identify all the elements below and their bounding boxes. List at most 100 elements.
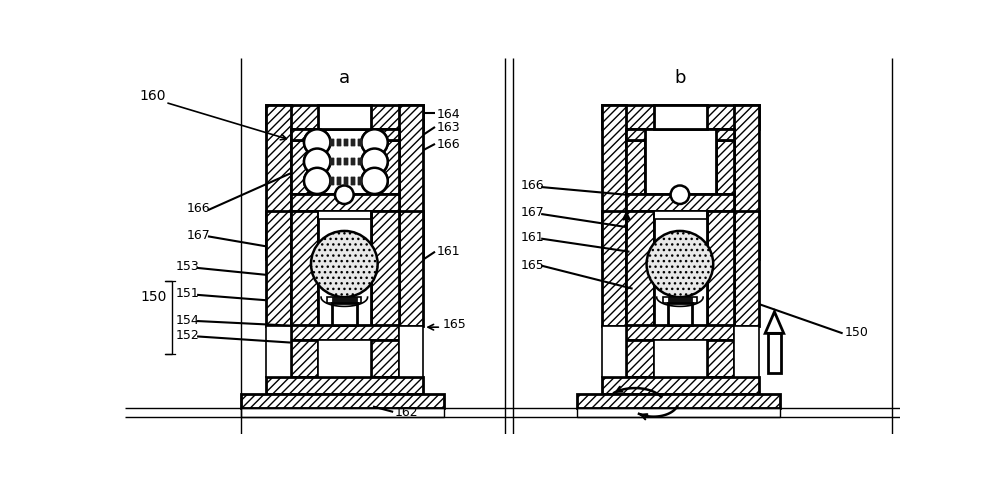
Text: 161: 161	[520, 230, 544, 244]
Bar	[344, 178, 348, 185]
Text: a: a	[339, 69, 350, 87]
Text: 154: 154	[175, 313, 199, 326]
Text: 153: 153	[175, 260, 199, 272]
Circle shape	[304, 149, 330, 175]
Bar	[371, 341, 399, 377]
Text: 164: 164	[437, 107, 460, 121]
Text: 163: 163	[437, 121, 460, 134]
Bar	[351, 178, 355, 185]
Circle shape	[361, 130, 388, 156]
Bar	[318, 106, 371, 129]
Bar	[645, 129, 716, 195]
Bar	[399, 106, 423, 260]
Bar	[734, 327, 759, 377]
Bar	[344, 159, 348, 166]
Bar	[707, 341, 734, 377]
Bar	[654, 211, 707, 327]
Bar	[734, 106, 759, 260]
Bar	[577, 408, 780, 417]
Circle shape	[647, 231, 713, 298]
Bar	[358, 139, 362, 147]
Bar	[291, 325, 399, 341]
Circle shape	[304, 130, 330, 156]
Bar	[266, 327, 291, 377]
Bar	[241, 408, 444, 417]
Text: 162: 162	[395, 406, 418, 419]
Circle shape	[304, 149, 330, 175]
Circle shape	[335, 186, 354, 204]
Bar	[337, 139, 341, 147]
Bar	[358, 139, 362, 147]
Bar	[318, 211, 371, 327]
Bar	[344, 159, 348, 166]
Bar	[337, 178, 341, 185]
Text: 166: 166	[187, 202, 211, 215]
Circle shape	[304, 130, 330, 156]
Bar	[358, 159, 362, 166]
Bar	[371, 211, 399, 327]
Circle shape	[361, 149, 388, 175]
Bar	[337, 159, 341, 166]
Bar	[716, 141, 734, 195]
Bar	[358, 159, 362, 166]
Bar	[291, 341, 318, 377]
Bar	[344, 139, 348, 147]
Text: 150: 150	[140, 290, 167, 304]
Bar	[266, 377, 423, 394]
Bar	[654, 341, 707, 377]
Bar	[351, 139, 355, 147]
Bar	[344, 178, 348, 185]
Bar	[399, 211, 423, 327]
Bar	[266, 106, 423, 129]
Bar	[291, 211, 318, 327]
Circle shape	[361, 130, 388, 156]
Bar	[654, 106, 707, 129]
Bar	[291, 195, 399, 211]
Bar	[663, 298, 697, 304]
Bar	[602, 327, 626, 377]
Bar	[330, 159, 334, 166]
Bar	[337, 178, 341, 185]
Bar	[266, 211, 291, 327]
Bar	[351, 159, 355, 166]
Bar	[351, 159, 355, 166]
Bar	[344, 139, 348, 147]
Bar	[399, 327, 423, 377]
Bar	[241, 394, 444, 408]
Circle shape	[361, 168, 388, 195]
Bar	[626, 341, 654, 377]
Bar	[668, 304, 692, 325]
Bar	[318, 211, 371, 219]
Bar	[626, 141, 645, 195]
Bar	[380, 141, 399, 195]
Bar	[602, 211, 626, 327]
Text: 167: 167	[187, 229, 211, 242]
Circle shape	[361, 168, 388, 195]
Bar	[768, 334, 781, 374]
Bar	[332, 298, 357, 302]
Bar	[626, 211, 654, 327]
Bar	[266, 106, 291, 260]
Bar	[351, 139, 355, 147]
Bar	[318, 341, 371, 377]
Bar	[602, 106, 759, 129]
Circle shape	[304, 168, 330, 195]
Bar	[602, 377, 759, 394]
Bar	[654, 211, 707, 219]
Circle shape	[671, 186, 689, 204]
Text: 152: 152	[175, 329, 199, 342]
Bar	[330, 159, 334, 166]
Bar	[668, 298, 692, 302]
Text: 166: 166	[437, 138, 460, 151]
Circle shape	[304, 168, 330, 195]
Bar	[291, 129, 399, 141]
Text: 167: 167	[520, 206, 544, 219]
Bar	[351, 178, 355, 185]
Text: b: b	[674, 69, 686, 87]
Bar	[734, 211, 759, 327]
Polygon shape	[765, 312, 784, 334]
Text: 165: 165	[520, 258, 544, 271]
Bar	[358, 178, 362, 185]
Bar	[337, 159, 341, 166]
Bar	[577, 394, 780, 408]
